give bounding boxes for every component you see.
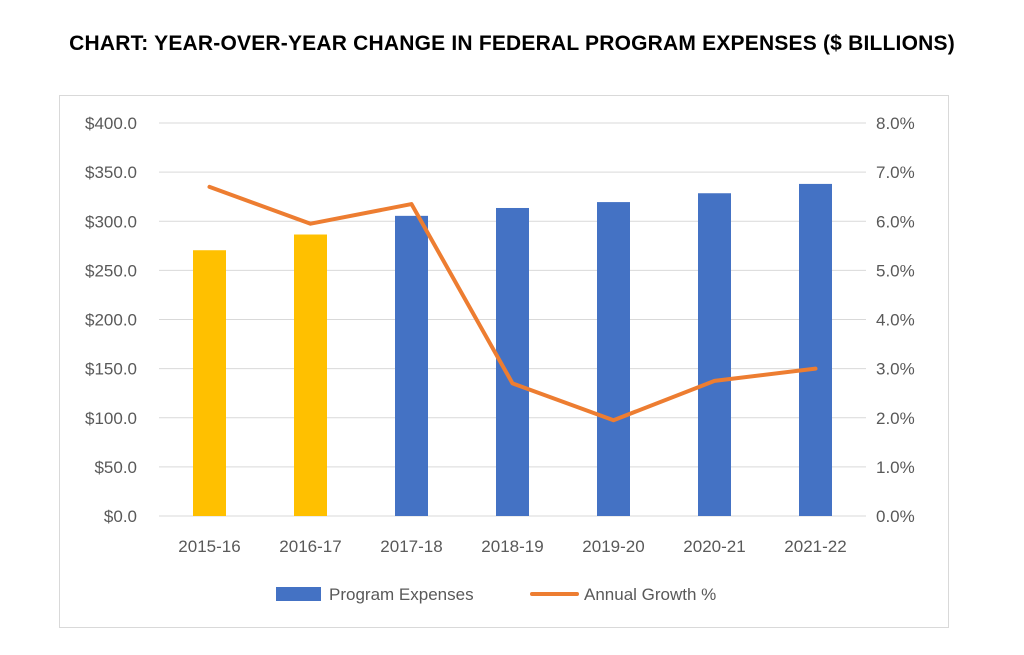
left-tick-label: $200.0 bbox=[85, 311, 137, 330]
right-tick-label: 4.0% bbox=[876, 311, 915, 330]
x-tick-label: 2015-16 bbox=[178, 537, 240, 556]
right-tick-label: 5.0% bbox=[876, 261, 915, 280]
bar bbox=[395, 215, 428, 516]
bar bbox=[193, 250, 226, 516]
legend-label-annual-growth: Annual Growth % bbox=[584, 585, 716, 604]
right-tick-label: 7.0% bbox=[876, 163, 915, 182]
chart-frame bbox=[59, 95, 949, 628]
left-tick-label: $150.0 bbox=[85, 360, 137, 379]
line-series bbox=[207, 184, 818, 423]
x-tick-label: 2019-20 bbox=[582, 537, 644, 556]
x-axis-ticks: 2015-16 2016-17 2017-18 2018-19 2019-20 2020-… bbox=[178, 537, 846, 556]
left-tick-label: $300.0 bbox=[85, 212, 137, 231]
x-tick-label: 2020-21 bbox=[683, 537, 745, 556]
right-tick-label: 6.0% bbox=[876, 212, 915, 231]
right-tick-label: 2.0% bbox=[876, 409, 915, 428]
bar bbox=[698, 193, 731, 516]
right-axis-ticks: 0.0% 1.0% 2.0% 3.0% 4.0% 5.0% 6.0% 7.0% 8.0% bbox=[876, 114, 915, 526]
left-axis-ticks: $0.0 $50.0 $100.0 $150.0 $200.0 $250.0 $300.0 $… bbox=[85, 114, 137, 526]
left-tick-label: $250.0 bbox=[85, 261, 137, 280]
left-tick-label: $350.0 bbox=[85, 163, 137, 182]
bar bbox=[597, 202, 630, 516]
right-tick-label: 1.0% bbox=[876, 458, 915, 477]
x-tick-label: 2017-18 bbox=[380, 537, 442, 556]
chart-title: CHART: YEAR-OVER-YEAR CHANGE IN FEDERAL … bbox=[69, 32, 955, 55]
x-tick-label: 2021-22 bbox=[784, 537, 846, 556]
bar bbox=[294, 234, 327, 517]
legend-swatch-program-expenses bbox=[276, 587, 321, 601]
legend-label-program-expenses: Program Expenses bbox=[329, 585, 474, 604]
left-tick-label: $50.0 bbox=[94, 458, 137, 477]
left-tick-label: $0.0 bbox=[104, 507, 137, 526]
x-tick-label: 2018-19 bbox=[481, 537, 543, 556]
right-tick-label: 0.0% bbox=[876, 507, 915, 526]
bar bbox=[799, 183, 832, 517]
left-tick-label: $100.0 bbox=[85, 409, 137, 428]
x-tick-label: 2016-17 bbox=[279, 537, 341, 556]
left-tick-label: $400.0 bbox=[85, 114, 137, 133]
right-tick-label: 3.0% bbox=[876, 360, 915, 379]
legend: Program Expenses Annual Growth % bbox=[276, 585, 716, 604]
bar-series bbox=[193, 183, 832, 517]
right-tick-label: 8.0% bbox=[876, 114, 915, 133]
